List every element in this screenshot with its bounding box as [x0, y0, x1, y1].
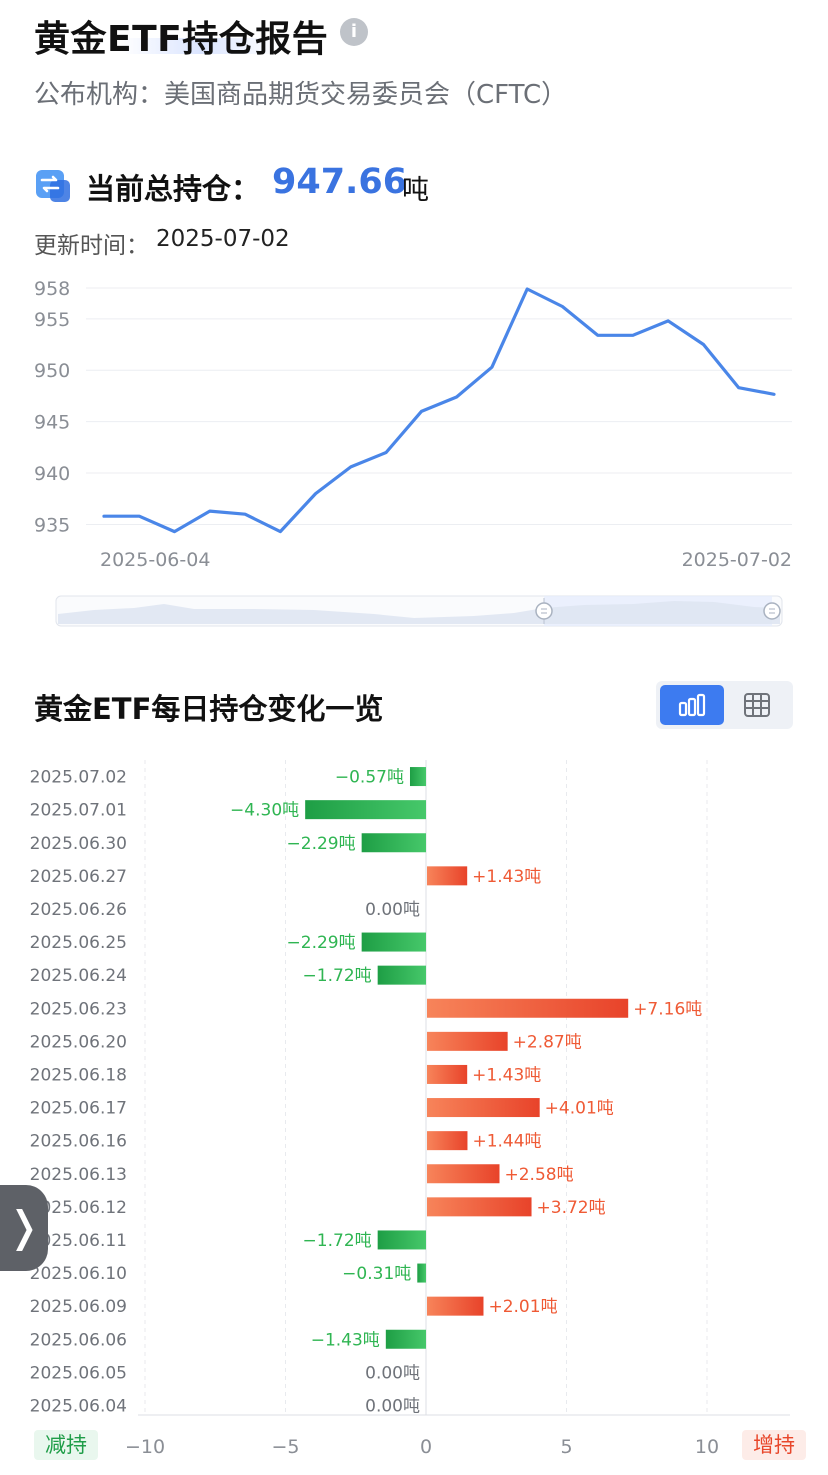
bar-value-label: +1.44吨: [472, 1132, 541, 1152]
bar-date-label: 2025.06.30: [30, 834, 127, 854]
bar-value-label: +1.43吨: [472, 867, 541, 887]
bar-date-label: 2025.06.17: [30, 1099, 127, 1119]
bar-value-label: 0.00吨: [365, 900, 420, 920]
increase-bar: [427, 1031, 508, 1051]
bar-date-label: 2025.06.11: [30, 1231, 127, 1251]
increase-bar: [427, 1064, 468, 1084]
table-view-button[interactable]: [725, 685, 789, 725]
bar-date-label: 2025.06.04: [30, 1396, 127, 1416]
bar-date-label: 2025.06.05: [30, 1363, 127, 1383]
bar-date-label: 2025.06.26: [30, 900, 127, 920]
bar-value-label: +3.72吨: [537, 1198, 606, 1218]
holding-label: 当前总持仓：: [86, 172, 261, 206]
range-slider[interactable]: [54, 594, 786, 630]
range-handle-left: [535, 602, 553, 620]
increase-bar: [427, 1296, 484, 1316]
decrease-bar: [385, 1329, 426, 1349]
decrease-tag: 减持: [34, 1430, 98, 1460]
table-icon: [744, 693, 770, 717]
holding-series-line: [102, 287, 776, 534]
bar-date-label: 2025.06.16: [30, 1132, 127, 1152]
bar-value-label: +2.58吨: [504, 1165, 573, 1185]
range-handle-right: [763, 602, 781, 620]
bar-date-label: 2025.06.27: [30, 867, 127, 887]
bar-value-label: +1.43吨: [472, 1065, 541, 1085]
x-tick-label: 2025-07-02: [682, 549, 792, 570]
bar-date-label: 2025.06.25: [30, 933, 127, 953]
y-tick-label: 958: [34, 278, 70, 300]
bar-value-label: −0.57吨: [335, 768, 404, 788]
updated-date: 2025-07-02: [156, 226, 290, 252]
increase-bar: [427, 866, 468, 886]
bar-value-label: −4.30吨: [230, 801, 299, 821]
y-tick-label: 955: [34, 309, 70, 331]
bar-chart-icon: [678, 693, 706, 717]
bar-value-label: +4.01吨: [545, 1099, 614, 1119]
bar-value-label: −2.29吨: [287, 933, 356, 953]
page-title: 黄金ETF持仓报告: [34, 19, 329, 60]
bar-value-label: +7.16吨: [633, 999, 702, 1019]
x-tick-label: 2025-06-04: [100, 549, 210, 570]
bar-value-label: +2.01吨: [488, 1297, 557, 1317]
bar-date-label: 2025.06.10: [30, 1264, 127, 1284]
bar-value-label: −1.72吨: [303, 1231, 372, 1251]
bar-date-label: 2025.06.13: [30, 1165, 127, 1185]
section-title: 黄金ETF每日持仓变化一览: [34, 692, 384, 726]
y-tick-label: 950: [34, 360, 70, 382]
transfer-icon: [36, 170, 70, 202]
x-tick-label: 0: [420, 1436, 432, 1458]
updated-label: 更新时间：: [34, 233, 149, 259]
y-tick-label: 935: [34, 514, 70, 536]
decrease-bar: [417, 1263, 426, 1283]
bar-value-label: −0.31吨: [342, 1264, 411, 1284]
decrease-bar: [361, 932, 426, 952]
bar-value-label: +2.87吨: [513, 1032, 582, 1052]
bar-date-label: 2025.06.06: [30, 1330, 127, 1350]
decrease-bar: [361, 833, 426, 853]
bar-date-label: 2025.06.23: [30, 999, 127, 1019]
holding-value: 947.66: [272, 162, 408, 202]
increase-bar: [427, 1164, 500, 1184]
bar-value-label: −1.43吨: [311, 1330, 380, 1350]
bar-date-label: 2025.07.01: [30, 801, 127, 821]
increase-bar: [427, 1131, 468, 1151]
title-highlight: [120, 38, 280, 54]
holding-line-chart: 958 955 950 945 940 935 2025-06-04 2025-07-02: [34, 278, 792, 570]
publisher-text: 公布机构：美国商品期货交易委员会（CFTC）: [34, 80, 568, 110]
y-tick-label: 945: [34, 412, 70, 434]
bar-date-label: 2025.06.12: [30, 1198, 127, 1218]
view-toggle: [656, 681, 793, 729]
bar-value-label: −2.29吨: [287, 834, 356, 854]
increase-bar: [427, 998, 629, 1018]
decrease-bar: [409, 767, 426, 787]
increase-tag: 增持: [742, 1430, 806, 1460]
info-icon[interactable]: i: [340, 18, 368, 46]
y-tick-label: 940: [34, 463, 70, 485]
increase-bar: [427, 1197, 532, 1217]
increase-bar: [427, 1098, 540, 1118]
decrease-bar: [377, 965, 426, 985]
bar-date-label: 2025.06.20: [30, 1032, 127, 1052]
range-mini-area: [58, 601, 780, 624]
x-tick-label: −10: [125, 1436, 165, 1458]
x-tick-label: 10: [695, 1436, 719, 1458]
side-expand-handle[interactable]: ❭: [0, 1185, 48, 1271]
bar-date-label: 2025.06.24: [30, 966, 127, 986]
bar-chart-view-button[interactable]: [660, 685, 724, 725]
bar-value-label: 0.00吨: [365, 1363, 420, 1383]
holding-unit: 吨: [402, 175, 429, 206]
bar-date-label: 2025.06.18: [30, 1065, 127, 1085]
bar-value-label: 0.00吨: [365, 1396, 420, 1416]
bar-value-label: −1.72吨: [303, 966, 372, 986]
x-tick-label: 5: [560, 1436, 572, 1458]
bar-date-label: 2025.06.09: [30, 1297, 127, 1317]
daily-change-bar-chart: −10 −5 0 5 10 2025.07.02 −0.57吨 2025.07.01 −4.30…: [30, 760, 790, 1458]
x-tick-label: −5: [271, 1436, 299, 1458]
bar-date-label: 2025.07.02: [30, 768, 127, 788]
decrease-bar: [377, 1230, 426, 1250]
decrease-bar: [305, 800, 426, 820]
